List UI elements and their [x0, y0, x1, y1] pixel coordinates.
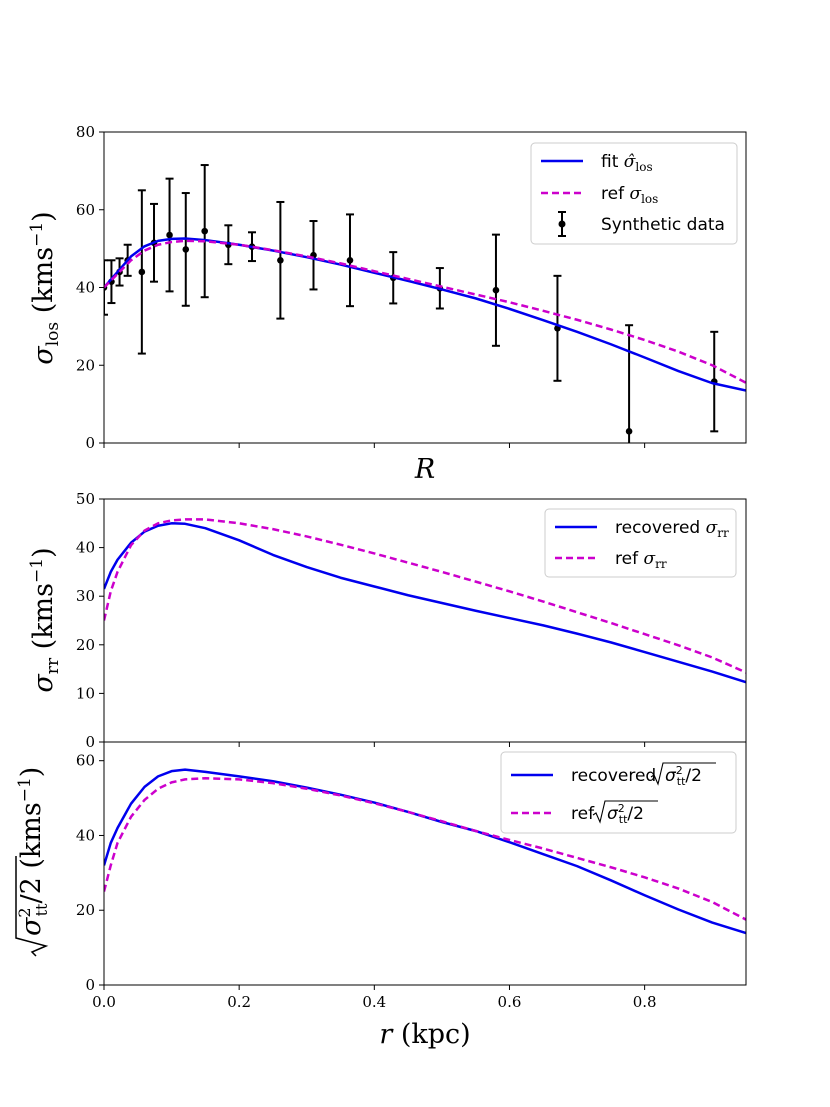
top-legend-box	[530, 142, 738, 245]
middle-legend: recovered σrr ref σrr	[544, 508, 737, 578]
bottom-xlabel: r (kpc)	[379, 1019, 470, 1050]
synthetic-data-point	[553, 274, 562, 382]
middle-ytick-label: 50	[76, 490, 95, 508]
top-legend: fit σ̂los ref σlos Synthetic data	[530, 142, 738, 245]
bottom-ytick-label: 60	[76, 752, 95, 770]
middle-ytick-label: 20	[76, 636, 95, 654]
top-ylabel: σlos (kms−1)	[27, 211, 63, 364]
svg-text:σ2tt/2 (kms−1): σ2tt/2 (kms−1)	[15, 767, 51, 936]
svg-text:ref: ref	[571, 804, 595, 824]
synthetic-data-point	[165, 177, 174, 293]
synthetic-data-point	[276, 200, 285, 320]
top-legend-data-swatch	[558, 211, 566, 237]
svg-text:σ2tt/2: σ2 tt/2	[607, 802, 644, 826]
bottom-legend-recovered-label: recovered σ2 tt/2	[571, 762, 716, 788]
top-ticks: 0 20 40 60 80	[76, 123, 646, 452]
bottom-fit-series-line	[104, 768, 746, 935]
middle-ytick-label: 0	[85, 733, 95, 751]
bottom-plot-area	[104, 768, 746, 935]
top-ytick-label: 80	[76, 123, 95, 141]
middle-plot-area	[104, 518, 746, 684]
bottom-legend-box	[500, 751, 737, 834]
bottom-xtick-label: 0.8	[633, 993, 657, 1011]
top-ytick-label: 0	[85, 434, 95, 452]
synthetic-data-point	[137, 189, 146, 355]
bottom-legend-ref-label: ref σ2 tt/2	[571, 800, 658, 826]
bottom-ticks: 0 20 40 60 0.0 0.2 0.4 0.6 0.8	[76, 752, 657, 1011]
bottom-ytick-label: 40	[76, 826, 95, 844]
bottom-xtick-label: 0.4	[362, 993, 386, 1011]
top-fit-series-line	[104, 237, 746, 392]
bottom-ytick-label: 20	[76, 901, 95, 919]
bottom-ylabel: σ2tt/2 (kms−1)	[15, 767, 51, 957]
svg-text:recovered: recovered	[571, 766, 656, 786]
synthetic-data-point	[345, 213, 354, 308]
synthetic-data-point	[181, 192, 190, 307]
synthetic-data-point	[491, 233, 500, 347]
middle-ticks: 0 10 20 30 40 50	[76, 490, 646, 751]
bottom-xtick-label: 0.2	[227, 993, 251, 1011]
middle-ylabel: σrr (kms−1)	[27, 547, 63, 692]
panel-top: 0 20 40 60 80 σlos (kms−1) R fit σ̂los ref σ…	[27, 123, 747, 485]
middle-ref-series-line	[104, 518, 746, 674]
panel-middle: 0 10 20 30 40 50 σrr (kms−1) recovered σrr re…	[27, 490, 747, 751]
top-plot-area	[104, 164, 746, 443]
bottom-legend: recovered σ2 tt/2 ref σ2 tt/2	[500, 751, 737, 834]
middle-ytick-label: 40	[76, 539, 95, 557]
top-ref-series-line	[104, 239, 746, 384]
bottom-xtick-label: 0.0	[92, 993, 116, 1011]
synthetic-data-point	[625, 324, 634, 443]
top-legend-data-label: Synthetic data	[601, 215, 725, 235]
synthetic-data-point	[309, 220, 318, 291]
top-ytick-label: 40	[76, 279, 95, 297]
top-ytick-label: 60	[76, 201, 95, 219]
middle-legend-recovered-label: recovered σrr	[615, 518, 729, 540]
middle-ytick-label: 30	[76, 587, 95, 605]
synthetic-data-point	[200, 164, 209, 299]
middle-legend-ref-label: ref σrr	[615, 549, 667, 571]
bottom-ytick-label: 0	[85, 976, 95, 994]
bottom-axes-frame	[103, 741, 747, 986]
bottom-ref-series-line	[104, 777, 746, 921]
top-ytick-label: 20	[76, 356, 95, 374]
svg-text:σ2tt/2: σ2 tt/2	[665, 764, 702, 788]
top-xlabel: R	[414, 454, 435, 485]
middle-ytick-label: 10	[76, 684, 95, 702]
bottom-xtick-label: 0.6	[498, 993, 522, 1011]
panel-bottom: 0 20 40 60 0.0 0.2 0.4 0.6 0.8 σ2tt/2 (kms−1) r …	[15, 741, 747, 1050]
